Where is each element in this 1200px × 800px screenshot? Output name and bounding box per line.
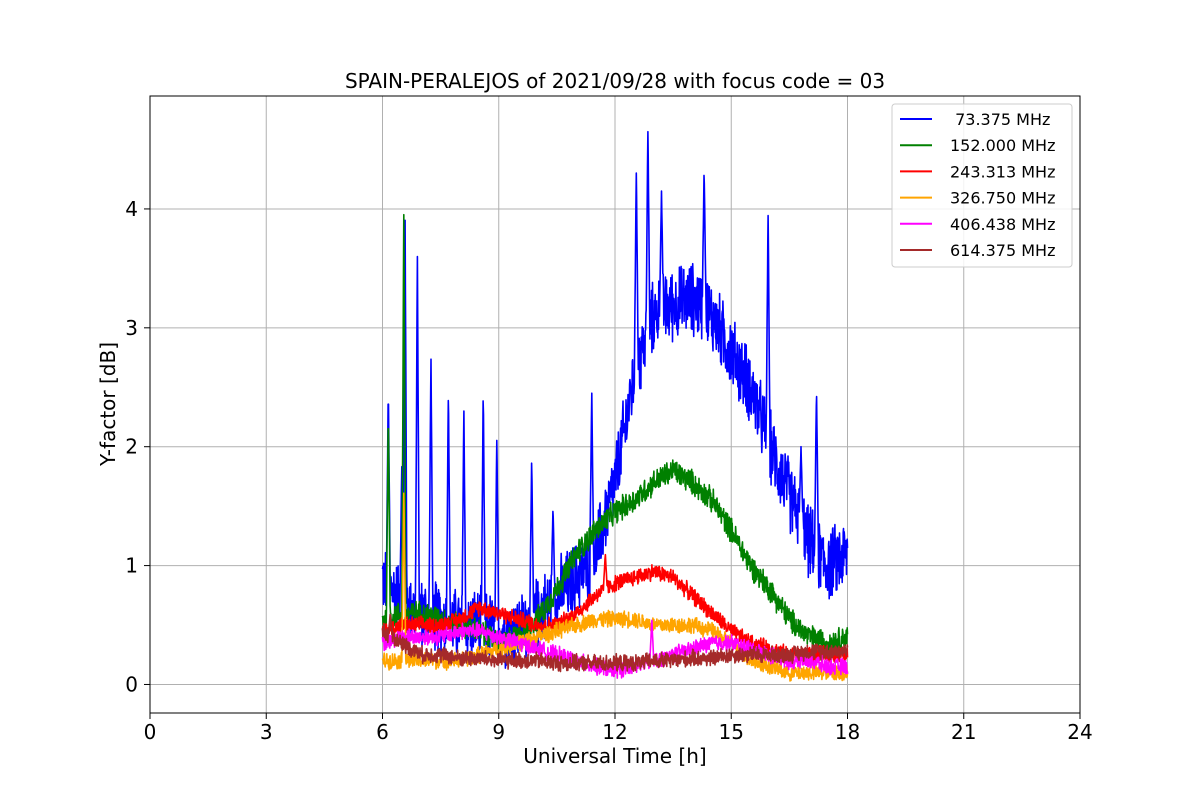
legend-label: 326.750 MHz	[950, 189, 1055, 208]
x-tick-label: 12	[602, 720, 627, 744]
x-tick-label: 15	[719, 720, 744, 744]
legend-label: 406.438 MHz	[950, 215, 1055, 234]
x-tick-label: 9	[492, 720, 505, 744]
series-0	[381, 130, 849, 669]
legend-label: 614.375 MHz	[950, 241, 1055, 260]
series-line	[381, 213, 849, 657]
x-tick-label: 3	[260, 720, 273, 744]
y-axis-label: Y-factor [dB]	[96, 342, 120, 467]
x-tick-label: 24	[1067, 720, 1092, 744]
legend-label: 73.375 MHz	[950, 110, 1050, 129]
series-1	[381, 213, 849, 657]
x-tick-label: 6	[376, 720, 389, 744]
series-line	[381, 613, 849, 673]
series-group	[381, 130, 849, 682]
x-tick-label: 0	[144, 720, 157, 744]
y-tick-label: 3	[125, 316, 138, 340]
series-line	[381, 130, 849, 669]
legend-box	[891, 103, 1073, 268]
legend-label: 152.000 MHz	[950, 136, 1055, 155]
x-axis-label: Universal Time [h]	[523, 744, 706, 768]
y-tick-label: 1	[125, 554, 138, 578]
chart-title: SPAIN-PERALEJOS of 2021/09/28 with focus…	[345, 69, 885, 93]
x-tick-label: 21	[951, 720, 976, 744]
series-5	[381, 613, 849, 673]
legend: 73.375 MHz 152.000 MHz 243.313 MHz 326.750 …	[891, 103, 1073, 268]
y-tick-label: 0	[125, 672, 138, 696]
legend-label: 243.313 MHz	[950, 162, 1055, 181]
y-tick-label: 2	[125, 435, 138, 459]
x-tick-label: 18	[835, 720, 860, 744]
y-tick-label: 4	[125, 197, 138, 221]
